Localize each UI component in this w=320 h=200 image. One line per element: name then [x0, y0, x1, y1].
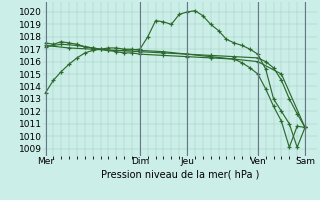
X-axis label: Pression niveau de la mer( hPa ): Pression niveau de la mer( hPa ): [101, 169, 259, 179]
